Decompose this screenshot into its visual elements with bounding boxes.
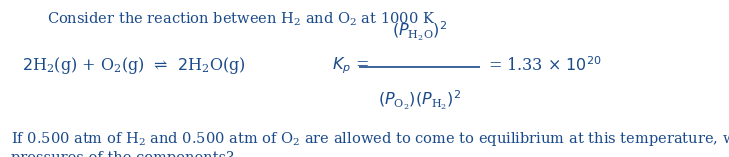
Text: $(P_{\mathregular{O_2}})(P_{\mathregular{H_2}})^2$: $(P_{\mathregular{O_2}})(P_{\mathregular… xyxy=(378,89,461,112)
Text: $(P_{\mathregular{H_2O}})^2$: $(P_{\mathregular{H_2O}})^2$ xyxy=(391,20,447,43)
Text: $K_p$ =: $K_p$ = xyxy=(332,56,369,76)
Text: = 1.33 × $10^{20}$: = 1.33 × $10^{20}$ xyxy=(488,57,602,75)
Text: $2\mathregular{H_2}$(g) + $\mathregular{O_2}$(g)  ⇌  $2\mathregular{H_2O}$(g): $2\mathregular{H_2}$(g) + $\mathregular{… xyxy=(22,55,246,76)
Text: Consider the reaction between $\mathregular{H_2}$ and $\mathregular{O_2}$ at 100: Consider the reaction between $\mathregu… xyxy=(47,11,436,28)
Text: If 0.500 atm of $\mathregular{H_2}$ and 0.500 atm of $\mathregular{O_2}$ are all: If 0.500 atm of $\mathregular{H_2}$ and … xyxy=(11,130,729,148)
Text: pressures of the components?: pressures of the components? xyxy=(11,151,234,157)
